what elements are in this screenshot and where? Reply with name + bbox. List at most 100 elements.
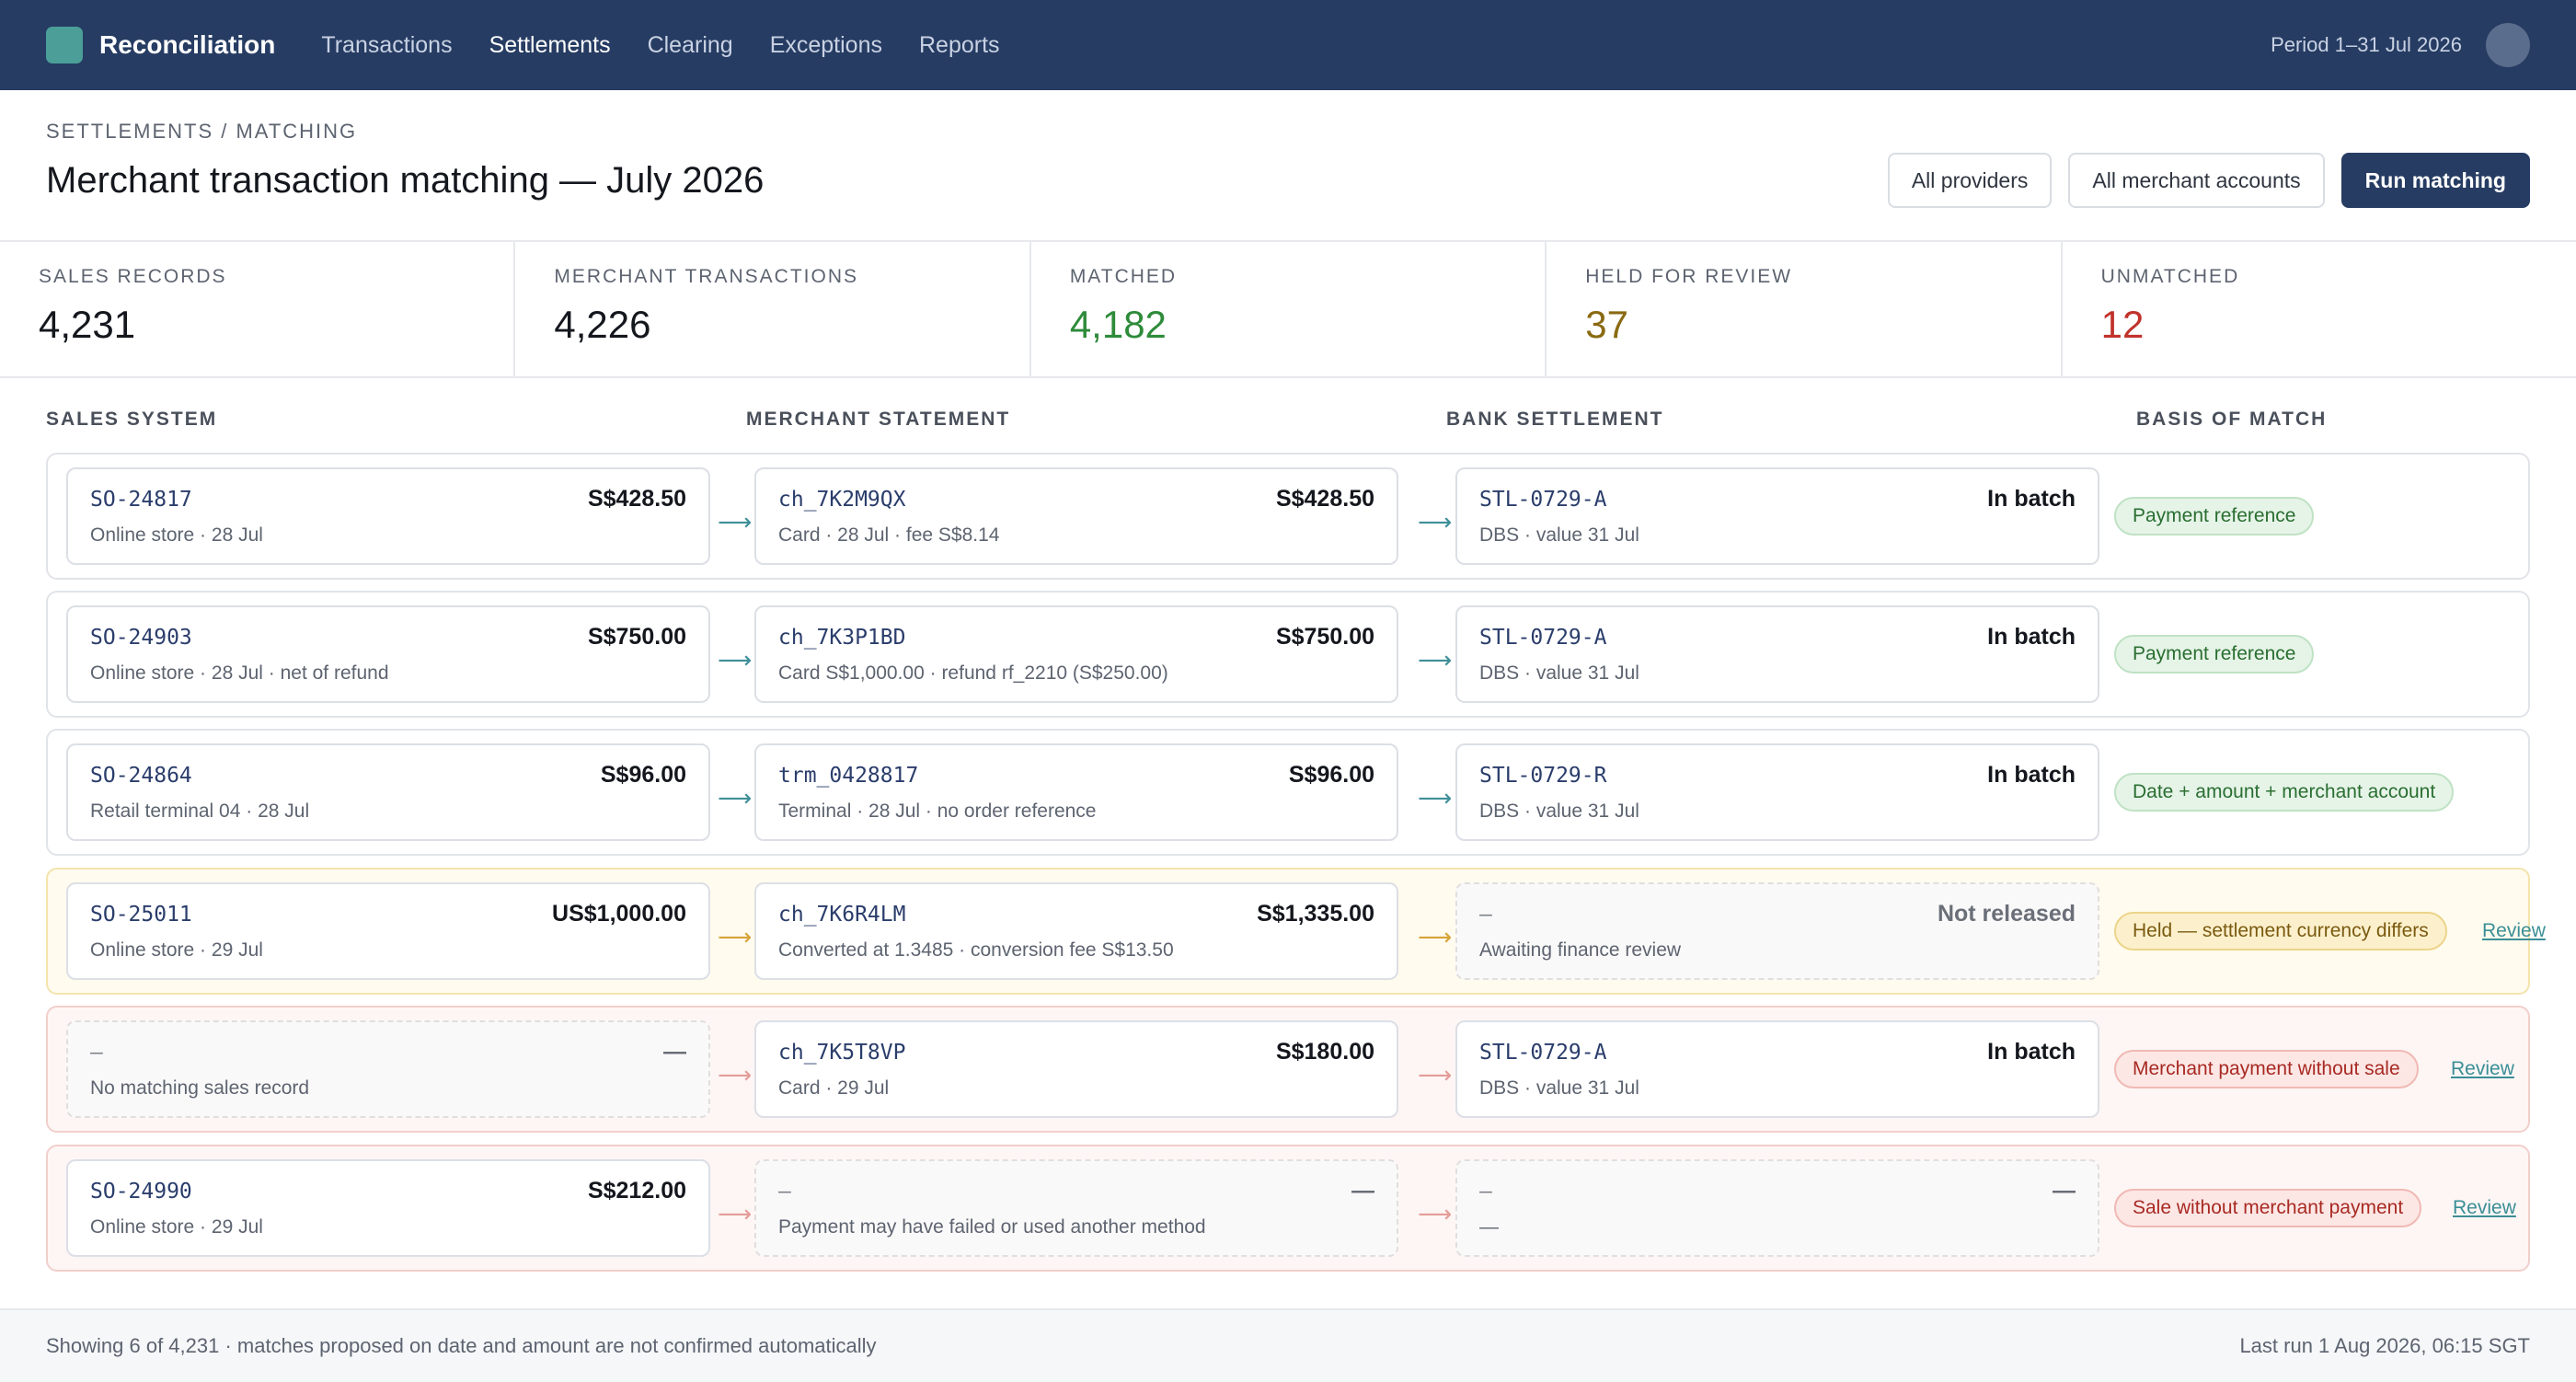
app-logo-icon [46, 27, 83, 63]
review-link[interactable]: Review [2453, 1197, 2516, 1218]
stat-value: 4,182 [1069, 303, 1167, 346]
bank-settlement-card[interactable]: STL-0729-A In batch DBS · value 31 Jul [1455, 1020, 2099, 1118]
merchant-transaction-details: Converted at 1.3485 · conversion fee S$1… [778, 939, 1174, 961]
last-run-timestamp: Last run 1 Aug 2026, 06:15 SGT [2239, 1334, 2530, 1357]
sales-record-id: SO-24903 [90, 626, 192, 650]
match-basis-badge: Payment reference [2114, 635, 2315, 674]
bank-settlement-id: – [1479, 903, 1492, 927]
arrow-right-icon: ⟶ [1418, 1061, 1453, 1088]
sales-record-card[interactable]: SO-24903 S$750.00 Online store · 28 Jul … [66, 605, 710, 703]
stat-merchant-transactions: MERCHANT TRANSACTIONS 4,226 [515, 242, 1031, 376]
merchant-transaction-amount: S$1,335.00 [1257, 901, 1374, 927]
arrow-right-icon: ⟶ [718, 646, 753, 674]
arrow-right-icon: ⟶ [1418, 923, 1453, 950]
merchant-transaction-card[interactable]: – — Payment may have failed or used anot… [754, 1159, 1398, 1257]
arrow-right-icon: ⟶ [718, 784, 753, 812]
nav-item-transactions[interactable]: Transactions [321, 31, 453, 58]
sales-record-card[interactable]: SO-25011 US$1,000.00 Online store · 29 J… [66, 882, 710, 980]
sales-record-amount: S$212.00 [587, 1178, 686, 1203]
arrow-right-icon: ⟶ [1418, 508, 1453, 536]
bank-settlement-card[interactable]: STL-0729-A In batch DBS · value 31 Jul [1455, 605, 2099, 703]
sales-record-card[interactable]: SO-24864 S$96.00 Retail terminal 04 · 28… [66, 743, 710, 841]
user-avatar[interactable] [2486, 23, 2530, 67]
bank-settlement-card[interactable]: – Not released Awaiting finance review [1455, 882, 2099, 980]
merchant-transaction-card[interactable]: ch_7K5T8VP S$180.00 Card · 29 Jul [754, 1020, 1398, 1118]
merchant-transaction-card[interactable]: ch_7K2M9QX S$428.50 Card · 28 Jul · fee … [754, 467, 1398, 565]
merchant-transaction-id: ch_7K2M9QX [778, 488, 906, 512]
sales-record-details: Retail terminal 04 · 28 Jul [90, 800, 310, 822]
sales-record-card[interactable]: – — No matching sales record [66, 1020, 710, 1118]
merchant-transaction-id: trm_0428817 [778, 764, 919, 788]
sales-record-id: SO-24817 [90, 488, 192, 512]
merchant-transaction-card[interactable]: ch_7K3P1BD S$750.00 Card S$1,000.00 · re… [754, 605, 1398, 703]
stat-sales-records: SALES RECORDS 4,231 [0, 242, 516, 376]
sales-record-card[interactable]: SO-24817 S$428.50 Online store · 28 Jul [66, 467, 710, 565]
summary-stats: SALES RECORDS 4,231 MERCHANT TRANSACTION… [0, 240, 2576, 378]
merchant-transaction-id: ch_7K5T8VP [778, 1041, 906, 1065]
match-row-unmatched[interactable]: – — No matching sales record ⟶ ch_7K5T8V… [46, 1006, 2530, 1133]
stat-label: UNMATCHED [2100, 266, 2240, 287]
arrow-right-icon: ⟶ [718, 1200, 753, 1227]
merchant-transaction-id: ch_7K3P1BD [778, 626, 906, 650]
stat-label: MATCHED [1069, 266, 1178, 287]
match-row[interactable]: SO-24903 S$750.00 Online store · 28 Jul … [46, 591, 2530, 718]
bank-settlement-card[interactable]: STL-0729-R In batch DBS · value 31 Jul [1455, 743, 2099, 841]
merchant-transaction-details: Card S$1,000.00 · refund rf_2210 (S$250.… [778, 662, 1168, 684]
merchant-transaction-amount: S$428.50 [1275, 486, 1374, 512]
run-matching-button[interactable]: Run matching [2340, 153, 2530, 208]
sales-record-id: SO-24864 [90, 764, 192, 788]
nav-item-settlements[interactable]: Settlements [489, 31, 611, 58]
sales-record-card[interactable]: SO-24990 S$212.00 Online store · 29 Jul [66, 1159, 710, 1257]
nav-item-clearing[interactable]: Clearing [647, 31, 733, 58]
stat-label: SALES RECORDS [39, 266, 227, 287]
main-nav: Transactions Settlements Clearing Except… [321, 32, 1036, 59]
sales-record-amount: S$750.00 [587, 624, 686, 650]
providers-filter-button[interactable]: All providers [1887, 153, 2053, 208]
nav-item-exceptions[interactable]: Exceptions [769, 31, 882, 58]
review-link[interactable]: Review [2482, 920, 2546, 941]
page-header: SETTLEMENTS / MATCHING Merchant transact… [46, 120, 2530, 212]
merchant-transaction-card[interactable]: ch_7K6R4LM S$1,335.00 Converted at 1.348… [754, 882, 1398, 980]
sales-record-details: Online store · 29 Jul [90, 1216, 263, 1238]
stat-value: 4,231 [39, 303, 136, 346]
bank-settlement-card[interactable]: – — — [1455, 1159, 2099, 1257]
bank-settlement-status: Not released [1937, 901, 2076, 927]
match-row[interactable]: SO-24817 S$428.50 Online store · 28 Jul … [46, 453, 2530, 580]
match-basis-badge: Held — settlement currency differs [2114, 912, 2447, 950]
breadcrumb: SETTLEMENTS / MATCHING [46, 120, 358, 143]
nav-item-reports[interactable]: Reports [918, 31, 1000, 58]
stat-value: 12 [2100, 303, 2145, 346]
match-row-unmatched[interactable]: SO-24990 S$212.00 Online store · 29 Jul … [46, 1145, 2530, 1272]
column-header-basis-of-match: BASIS OF MATCH [2136, 409, 2328, 430]
match-basis-badge: Date + amount + merchant account [2114, 773, 2455, 812]
bank-settlement-details: DBS · value 31 Jul [1479, 662, 1639, 684]
sales-record-amount: S$428.50 [587, 486, 686, 512]
bank-settlement-details: DBS · value 31 Jul [1479, 1077, 1639, 1099]
sales-record-id: SO-25011 [90, 903, 192, 927]
top-navigation-bar: Reconciliation Transactions Settlements … [0, 0, 2576, 90]
merchant-accounts-filter-button[interactable]: All merchant accounts [2068, 153, 2325, 208]
sales-record-details: Online store · 28 Jul [90, 524, 263, 546]
match-basis-badge: Payment reference [2114, 497, 2315, 536]
match-basis-badge: Sale without merchant payment [2114, 1189, 2422, 1227]
bank-settlement-details: — [1479, 1216, 1499, 1238]
app-name: Reconciliation [99, 30, 276, 59]
review-link[interactable]: Review [2451, 1058, 2514, 1079]
match-row[interactable]: SO-24864 S$96.00 Retail terminal 04 · 28… [46, 729, 2530, 856]
sales-record-amount: S$96.00 [600, 762, 686, 788]
stat-held-for-review: HELD FOR REVIEW 37 [1547, 242, 2063, 376]
merchant-transaction-card[interactable]: trm_0428817 S$96.00 Terminal · 28 Jul · … [754, 743, 1398, 841]
column-headers: SALES SYSTEM MERCHANT STATEMENT BANK SET… [46, 409, 2530, 436]
merchant-transaction-details: Card · 28 Jul · fee S$8.14 [778, 524, 1000, 546]
column-header-bank-settlement: BANK SETTLEMENT [1446, 409, 1664, 430]
arrow-right-icon: ⟶ [1418, 646, 1453, 674]
bank-settlement-status: In batch [1987, 486, 2076, 512]
match-row-held[interactable]: SO-25011 US$1,000.00 Online store · 29 J… [46, 868, 2546, 995]
bank-settlement-card[interactable]: STL-0729-A In batch DBS · value 31 Jul [1455, 467, 2099, 565]
period-label[interactable]: Period 1–31 Jul 2026 [2271, 33, 2462, 56]
bank-settlement-details: DBS · value 31 Jul [1479, 800, 1639, 822]
column-header-merchant-statement: MERCHANT STATEMENT [746, 409, 1011, 430]
bank-settlement-id: STL-0729-A [1479, 626, 1607, 650]
brand[interactable]: Reconciliation [46, 27, 275, 63]
stat-label: HELD FOR REVIEW [1585, 266, 1793, 287]
